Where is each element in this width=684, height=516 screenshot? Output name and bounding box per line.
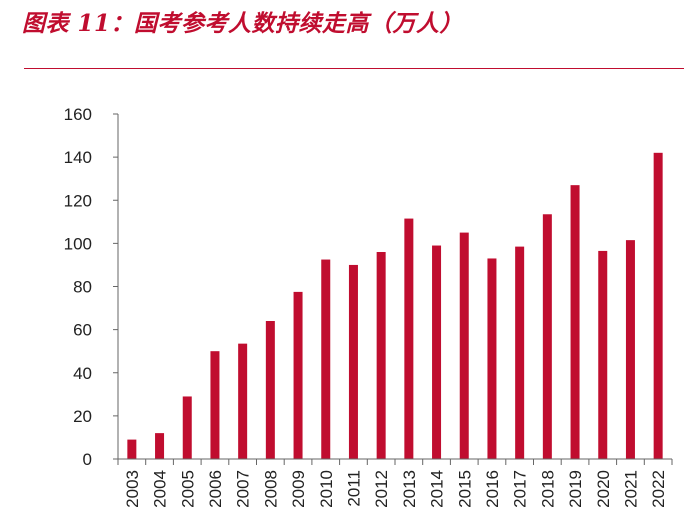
x-tick-label: 2004 (151, 470, 170, 508)
bar-2013 (404, 218, 414, 459)
x-tick-label: 2009 (289, 470, 308, 508)
x-tick-label: 2014 (428, 470, 447, 508)
x-tick-label: 2012 (372, 470, 391, 508)
x-tick-label: 2006 (206, 470, 225, 508)
bar-2018 (542, 214, 552, 459)
y-tick-label: 60 (73, 321, 92, 340)
x-tick-label: 2013 (400, 470, 419, 508)
bar-2004 (155, 433, 165, 459)
bar-2015 (459, 232, 469, 459)
x-tick-label: 2021 (621, 470, 640, 508)
y-tick-label: 160 (64, 105, 92, 124)
x-tick-label: 2005 (178, 470, 197, 508)
title-divider (24, 68, 684, 69)
x-tick-label: 2019 (566, 470, 585, 508)
x-tick-label: 2010 (317, 470, 336, 508)
x-tick-label: 2018 (538, 470, 557, 508)
y-tick-label: 100 (64, 234, 92, 253)
bar-2010 (321, 259, 331, 459)
bar-2014 (432, 245, 442, 459)
bar-2019 (570, 185, 580, 459)
bar-2011 (348, 264, 358, 459)
bar-2006 (210, 351, 220, 459)
bar-2020 (598, 250, 608, 459)
bar-2022 (653, 152, 663, 459)
y-axis: 0 20 40 60 80 100 120 140 160 (64, 105, 119, 469)
bar-2012 (376, 252, 386, 459)
bar-2016 (487, 258, 497, 459)
x-tick-label: 2011 (344, 470, 363, 507)
bar-2021 (625, 240, 635, 459)
bar-2009 (293, 291, 303, 459)
bar-2017 (515, 246, 525, 459)
x-tick-label: 2007 (234, 470, 253, 508)
bar-2007 (238, 343, 248, 459)
x-tick-label: 2015 (455, 470, 474, 508)
x-tick-label: 2020 (594, 470, 613, 508)
x-tick-label: 2016 (483, 470, 502, 508)
y-tick-label: 140 (64, 148, 92, 167)
x-tick-label: 2017 (511, 470, 530, 508)
bars (127, 152, 663, 459)
y-tick-label: 80 (73, 278, 92, 297)
y-tick-label: 20 (73, 407, 92, 426)
y-tick-label: 40 (73, 364, 92, 383)
bar-2003 (127, 439, 137, 459)
chart-title: 图表 11：国考参考人数持续走高（万人） (22, 10, 464, 37)
y-tick-label: 0 (83, 450, 92, 469)
bar-2005 (182, 396, 192, 459)
x-axis: 2003 2004 2005 2006 2007 2008 2009 2010 2011 2012… (117, 458, 673, 508)
x-tick-label: 2003 (123, 470, 142, 508)
x-tick-label: 2022 (649, 470, 668, 508)
bar-2008 (265, 321, 275, 459)
y-tick-label: 120 (64, 191, 92, 210)
x-tick-label: 2008 (261, 470, 280, 508)
